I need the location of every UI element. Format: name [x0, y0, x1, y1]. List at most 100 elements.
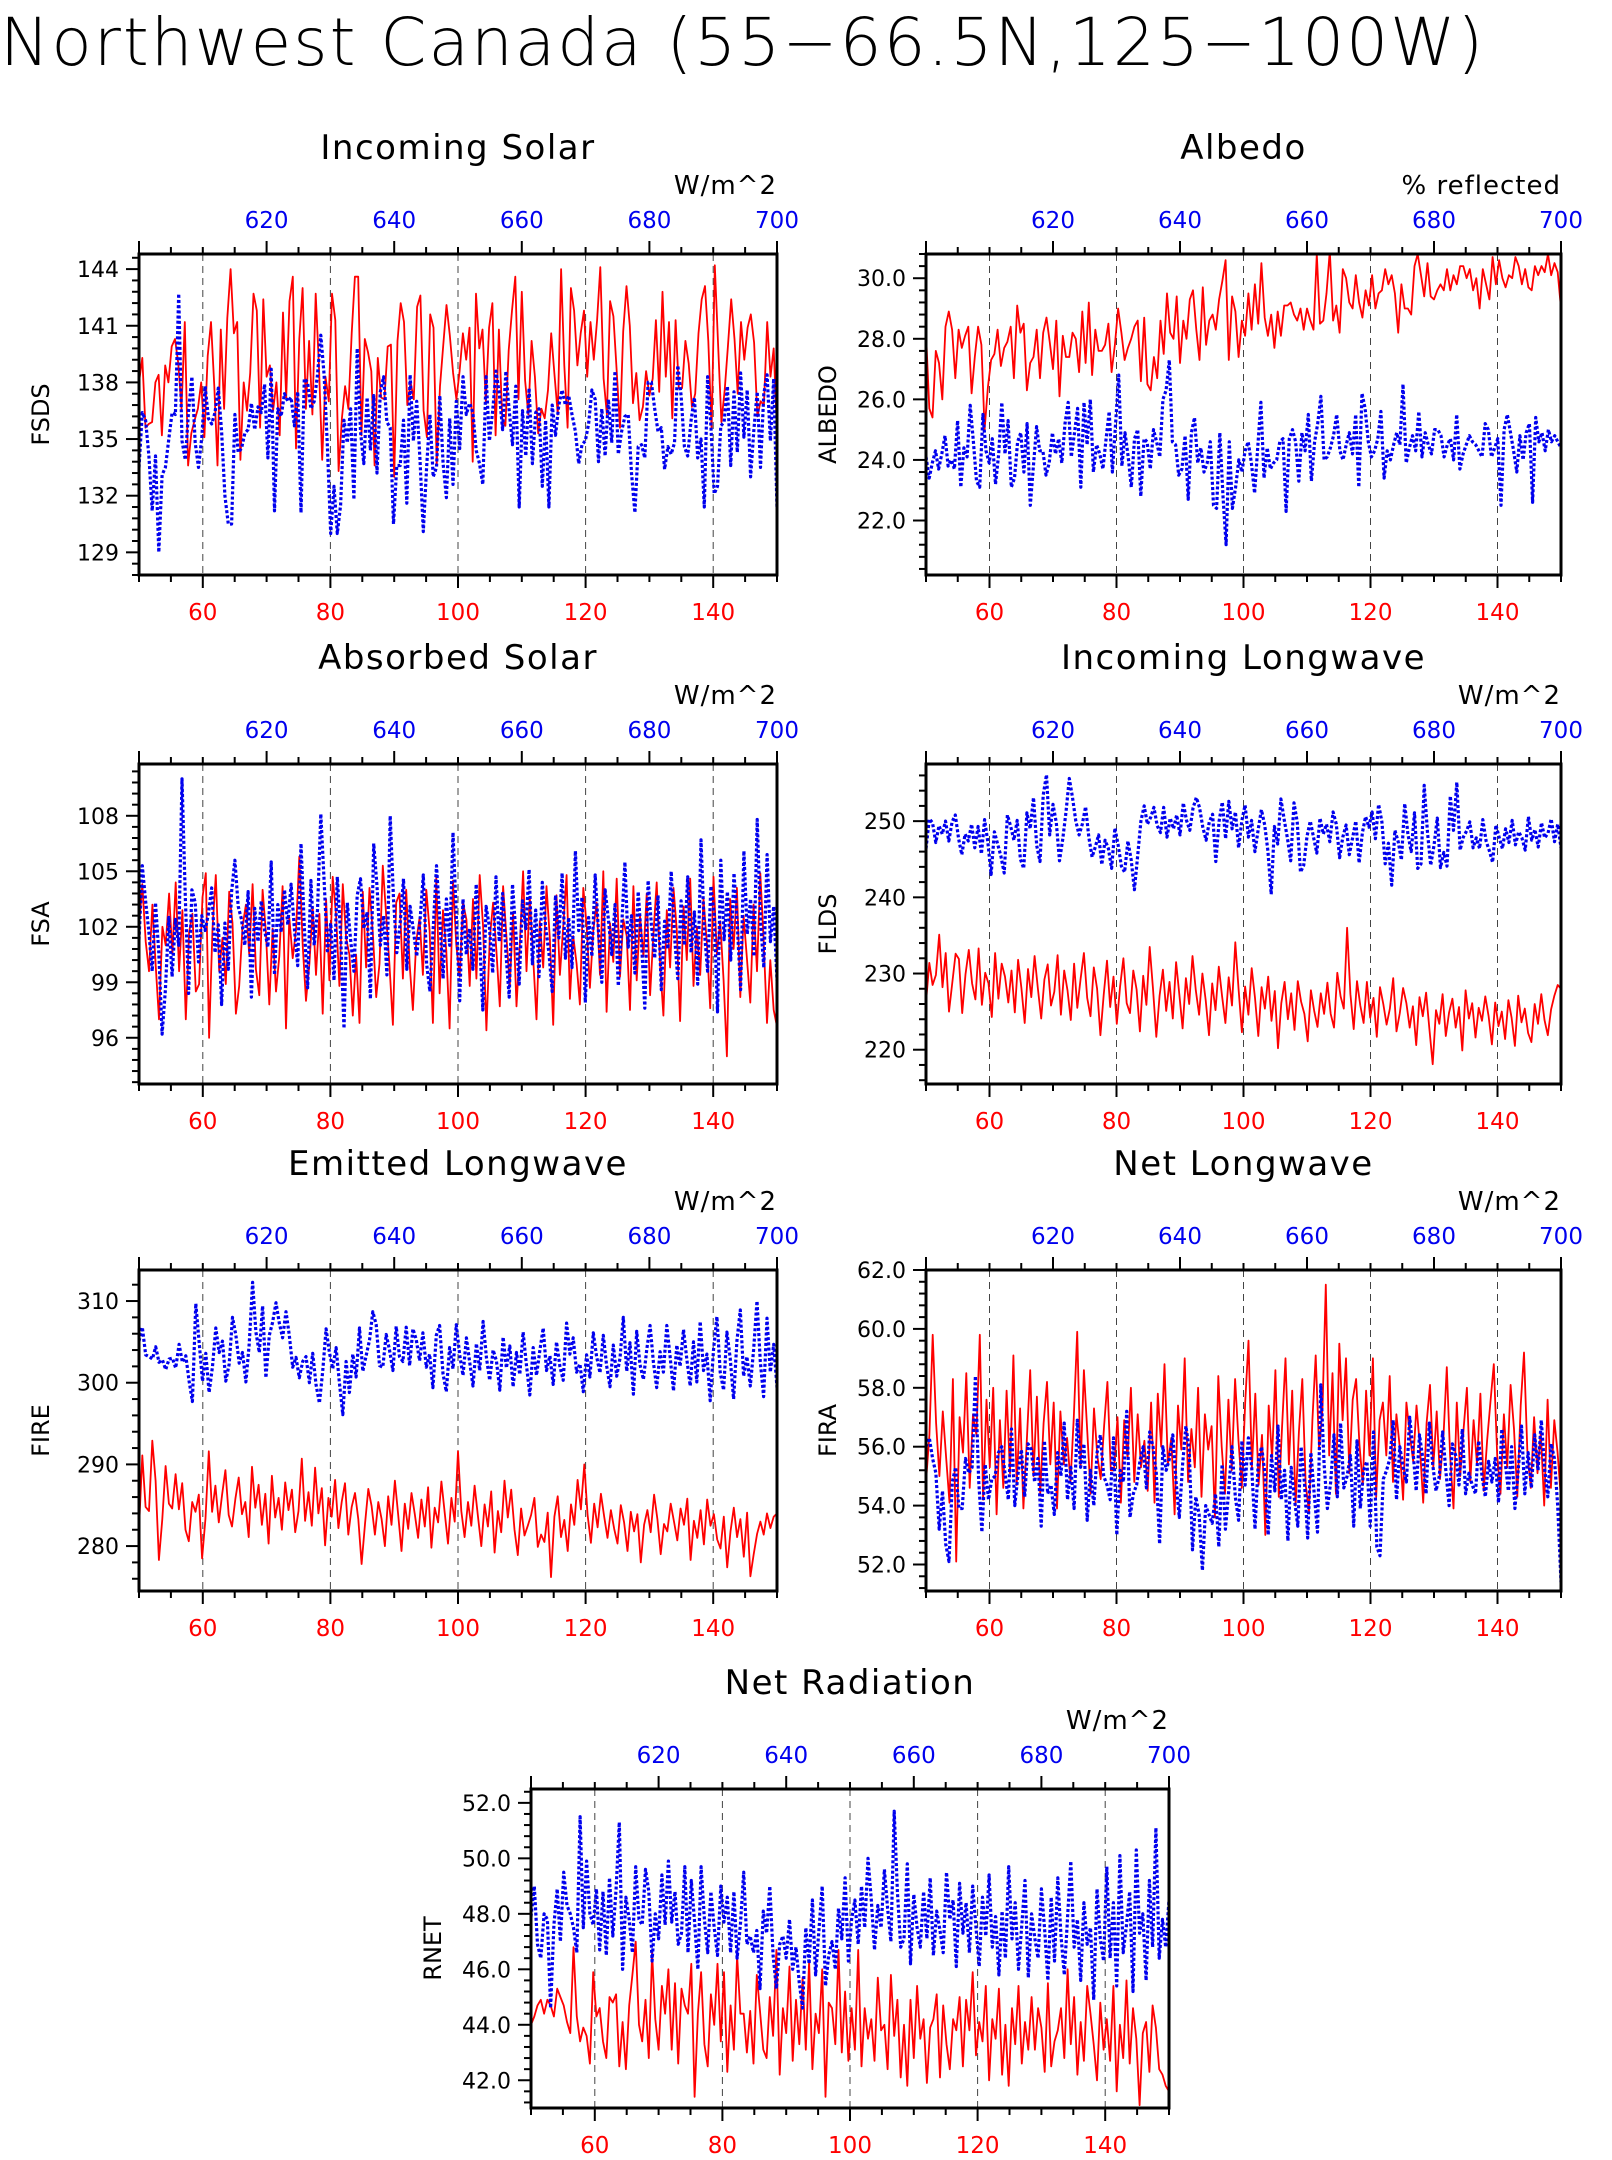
top-tick-label: 620	[245, 208, 289, 234]
series-line-red	[139, 855, 777, 1058]
panel-fire: Emitted Longwave W/m^2 60 80 100 120 140 620 640…	[27, 1144, 799, 1642]
series-group	[139, 264, 777, 554]
y-tick-label: 99	[91, 971, 119, 996]
x-tick-label: 140	[691, 1616, 735, 1642]
panel-title: Absorbed Solar	[318, 638, 598, 678]
series-line-red	[926, 1283, 1561, 1563]
series-group	[139, 1280, 777, 1578]
y-tick-label: 96	[91, 1027, 119, 1052]
x-tick-label: 140	[691, 600, 735, 626]
y-tick-label: 58.0	[857, 1377, 906, 1402]
top-tick-label: 680	[1019, 1743, 1063, 1769]
x-tick-label: 140	[1476, 1109, 1520, 1135]
x-tick-label: 80	[316, 1616, 345, 1642]
top-tick-label: 680	[627, 1224, 671, 1250]
top-tick-label: 640	[764, 1743, 808, 1769]
y-tick-label: 240	[864, 886, 906, 911]
top-tick-label: 660	[1285, 718, 1329, 744]
y-tick-label: 250	[864, 810, 906, 835]
top-tick-label: 620	[1031, 718, 1075, 744]
series-group	[926, 773, 1561, 1066]
top-tick-label: 640	[1158, 718, 1202, 744]
x-tick-label: 60	[580, 2133, 609, 2159]
top-tick-label: 660	[1285, 208, 1329, 234]
x-tick-label: 120	[564, 600, 608, 626]
x-tick-label: 140	[691, 1109, 735, 1135]
x-tick-label: 60	[188, 1109, 217, 1135]
series-line-blue	[139, 292, 777, 554]
x-tick-label: 80	[708, 2133, 737, 2159]
panel-title: Net Longwave	[1113, 1144, 1373, 1184]
x-tick-label: 120	[1349, 600, 1393, 626]
y-axis-label: ALBEDO	[814, 365, 842, 464]
y-axis-label: FSA	[27, 901, 55, 947]
series-group	[926, 1283, 1561, 1583]
x-tick-label: 60	[188, 600, 217, 626]
x-tick-label: 100	[436, 1616, 480, 1642]
series-line-blue	[926, 773, 1561, 896]
series-group	[531, 1809, 1169, 2107]
top-tick-label: 620	[1031, 208, 1075, 234]
x-tick-label: 140	[1476, 1616, 1520, 1642]
y-tick-label: 48.0	[462, 1903, 511, 1928]
x-tick-label: 60	[975, 600, 1004, 626]
panel-flds: Incoming Longwave W/m^2 60 80 100 120 140 620 64…	[814, 638, 1583, 1135]
top-tick-label: 700	[1147, 1743, 1191, 1769]
y-tick-label: 132	[77, 485, 119, 510]
x-tick-label: 60	[975, 1616, 1004, 1642]
x-tick-label: 120	[956, 2133, 1000, 2159]
x-tick-label: 80	[316, 1109, 345, 1135]
x-tick-label: 80	[1102, 600, 1131, 626]
y-tick-label: 30.0	[857, 267, 906, 292]
panel-title: Emitted Longwave	[288, 1144, 628, 1184]
y-tick-label: 300	[77, 1372, 119, 1397]
x-tick-label: 80	[1102, 1616, 1131, 1642]
panel-title: Incoming Longwave	[1061, 638, 1426, 678]
top-tick-label: 680	[1412, 1224, 1456, 1250]
top-tick-label: 620	[245, 1224, 289, 1250]
series-line-red	[926, 254, 1561, 431]
x-tick-label: 100	[1222, 1109, 1266, 1135]
top-tick-label: 680	[1412, 718, 1456, 744]
x-tick-label: 120	[564, 1109, 608, 1135]
top-tick-label: 640	[372, 1224, 416, 1250]
y-tick-label: 135	[77, 428, 119, 453]
panel-title: Albedo	[1180, 128, 1307, 168]
series-line-red	[139, 264, 777, 478]
top-tick-label: 660	[892, 1743, 936, 1769]
top-tick-label: 700	[1539, 718, 1583, 744]
top-tick-label: 680	[1412, 208, 1456, 234]
x-tick-label: 60	[975, 1109, 1004, 1135]
top-tick-label: 700	[1539, 208, 1583, 234]
units-label: W/m^2	[1458, 681, 1561, 711]
y-tick-label: 60.0	[857, 1318, 906, 1343]
y-tick-label: 52.0	[857, 1553, 906, 1578]
y-tick-label: 129	[77, 541, 119, 566]
y-tick-label: 108	[77, 805, 119, 830]
y-axis-label: FSDS	[27, 383, 55, 445]
y-tick-label: 42.0	[462, 2069, 511, 2094]
top-tick-label: 640	[1158, 1224, 1202, 1250]
x-tick-label: 140	[1083, 2133, 1127, 2159]
series-group	[139, 777, 777, 1058]
x-tick-label: 100	[436, 1109, 480, 1135]
x-tick-label: 100	[1222, 600, 1266, 626]
units-label: W/m^2	[1458, 1187, 1561, 1217]
top-tick-label: 660	[1285, 1224, 1329, 1250]
units-label: W/m^2	[674, 1187, 777, 1217]
y-tick-label: 50.0	[462, 1847, 511, 1872]
panel-title: Incoming Solar	[320, 128, 595, 168]
y-tick-label: 230	[864, 963, 906, 988]
y-tick-label: 46.0	[462, 1958, 511, 1983]
top-tick-label: 620	[1031, 1224, 1075, 1250]
y-tick-label: 28.0	[857, 328, 906, 353]
top-tick-label: 680	[627, 208, 671, 234]
y-tick-label: 290	[77, 1453, 119, 1478]
series-line-blue	[531, 1809, 1169, 2010]
y-tick-label: 44.0	[462, 2014, 511, 2039]
top-tick-label: 700	[755, 718, 799, 744]
y-tick-label: 144	[77, 258, 119, 283]
top-tick-label: 680	[627, 718, 671, 744]
y-axis-label: FIRE	[27, 1404, 55, 1457]
x-tick-label: 100	[1222, 1616, 1266, 1642]
